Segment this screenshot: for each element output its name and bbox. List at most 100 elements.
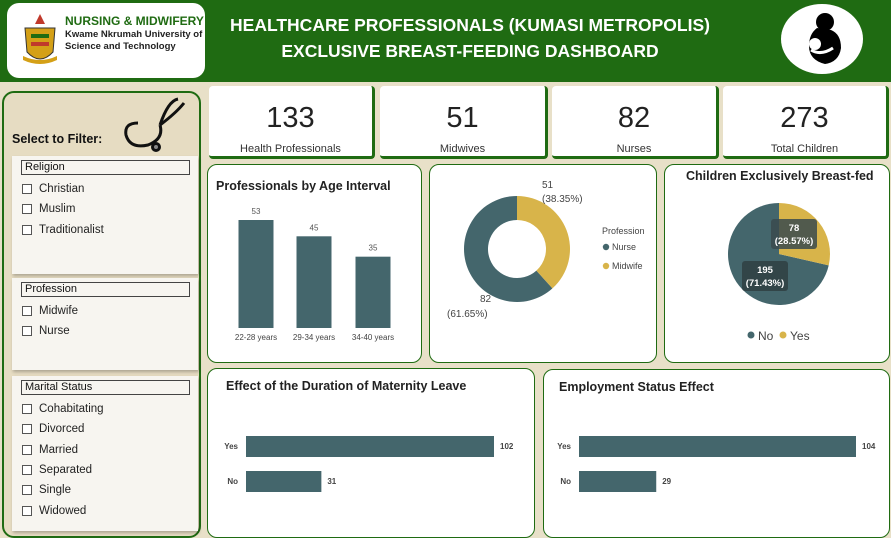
kpi-label: Midwives <box>439 143 486 155</box>
filter-option-married[interactable]: Married <box>12 440 198 460</box>
donut-label-percent: (38.35%) <box>542 194 583 205</box>
checkbox[interactable] <box>22 505 32 516</box>
option-label: Married <box>39 443 78 456</box>
age-category-label: 34-40 years <box>352 333 394 342</box>
logo-title: NURSING & MIDWIFERY <box>65 14 204 28</box>
filter-option-muslim[interactable]: Muslim <box>12 199 198 219</box>
filter-sidebar: Select to Filter: Religion Christian Mus… <box>2 91 201 538</box>
donut-legend-label: Nurse <box>612 242 636 252</box>
option-label: Nurse <box>39 325 70 338</box>
title-line-2: EXCLUSIVE BREAST-FEEDING DASHBOARD <box>281 41 659 61</box>
legend-marker <box>602 262 610 270</box>
stethoscope-icon <box>124 97 186 152</box>
age-bar-value-label: 35 <box>369 244 378 253</box>
logo-subtitle: Kwame Nkrumah University of Science and … <box>65 29 203 52</box>
donut-label-percent: (61.65%) <box>447 309 488 320</box>
age-bar <box>355 256 391 328</box>
checkbox[interactable] <box>22 465 32 476</box>
filter-option-midwife[interactable]: Midwife <box>12 301 198 321</box>
profession-filter: Profession Midwife Nurse <box>12 278 198 370</box>
checkbox[interactable] <box>22 306 32 317</box>
marital-status-filter: Marital Status Cohabitating Divorced Mar… <box>12 376 198 531</box>
option-label: Widowed <box>39 504 87 517</box>
checkbox[interactable] <box>22 404 32 415</box>
marital-filter-header: Marital Status <box>21 380 190 395</box>
filter-option-widowed[interactable]: Widowed <box>12 500 198 520</box>
age-interval-card: Professionals by Age Interval 53 22-28 ye… <box>207 164 422 363</box>
age-bar <box>296 236 332 328</box>
kpi-total-children: 273 Total Children <box>723 86 889 159</box>
kpi-midwives: 51 Midwives <box>380 86 548 159</box>
filter-option-separated[interactable]: Separated <box>12 460 198 480</box>
age-bar-value-label: 45 <box>310 223 319 232</box>
hbar <box>579 436 856 457</box>
legend-marker <box>779 331 787 339</box>
option-label: Cohabitating <box>39 403 104 416</box>
select-filter-label: Select to Filter: <box>12 132 103 146</box>
option-label: Midwife <box>39 305 78 318</box>
donut-label-value: 82 <box>480 294 492 305</box>
kpi-value: 133 <box>266 102 315 134</box>
option-label: Single <box>39 484 71 497</box>
filter-option-cohabitating[interactable]: Cohabitating <box>12 399 198 419</box>
filter-option-nurse[interactable]: Nurse <box>12 321 198 341</box>
option-label: Separated <box>39 464 93 477</box>
legend-marker <box>602 243 610 251</box>
filter-option-divorced[interactable]: Divorced <box>12 419 198 439</box>
age-bar-chart: 53 22-28 years 45 29-34 years 35 34-40 years <box>235 207 394 342</box>
checkbox[interactable] <box>22 485 32 496</box>
hbar-value-label: 104 <box>862 442 876 451</box>
maternity-bar-chart: Yes 102 No 31 <box>224 436 514 492</box>
maternity-leave-card: Effect of the Duration of Maternity Leav… <box>207 368 535 538</box>
religion-filter-header: Religion <box>21 160 190 175</box>
donut-legend-title: Profession <box>602 226 645 236</box>
religion-filter: Religion Christian Muslim Traditionalist <box>12 156 198 274</box>
profession-donut-chart: 51 (38.35%) 82 (61.65%) Profession Nurse Midwi… <box>447 180 645 320</box>
hbar <box>246 436 494 457</box>
hbar-category-label: Yes <box>557 442 571 451</box>
checkbox[interactable] <box>22 224 32 235</box>
breastfeeding-icon <box>809 13 841 64</box>
donut-label-value: 51 <box>542 180 554 191</box>
header-banner: NURSING & MIDWIFERY Kwame Nkrumah Univer… <box>0 0 891 82</box>
employment-bar-chart: Yes 104 No 29 <box>557 436 876 492</box>
donut-slice-midwife <box>517 196 570 289</box>
dashboard-title: HEALTHCARE PROFESSIONALS (KUMASI METROPO… <box>215 12 725 64</box>
hbar <box>579 471 657 492</box>
profession-donut-card: 51 (38.35%) 82 (61.65%) Profession Nurse Midwi… <box>429 164 657 363</box>
checkbox[interactable] <box>22 184 32 195</box>
hbar-value-label: 31 <box>327 477 336 486</box>
donut-legend-label: Midwife <box>612 261 643 271</box>
checkbox[interactable] <box>22 326 32 337</box>
kpi-label: Health Professionals <box>240 143 341 155</box>
option-label: Divorced <box>39 423 85 436</box>
filter-option-christian[interactable]: Christian <box>12 179 198 199</box>
checkbox[interactable] <box>22 444 32 455</box>
filter-option-traditionalist[interactable]: Traditionalist <box>12 220 198 240</box>
age-bar <box>238 220 274 328</box>
employment-status-card: Employment Status Effect Yes 104 No 29 <box>543 369 890 538</box>
breastfed-pie-chart: 78 (28.57%) 195 (71.43%) No Yes <box>728 203 830 343</box>
hbar-category-label: Yes <box>224 442 238 451</box>
pie-legend-label: Yes <box>790 329 810 343</box>
hbar <box>246 471 322 492</box>
kpi-value: 51 <box>446 102 479 134</box>
checkbox[interactable] <box>22 204 32 215</box>
kpi-label: Total Children <box>770 143 839 155</box>
pie-label-percent: (71.43%) <box>746 278 785 289</box>
option-label: Traditionalist <box>39 223 104 236</box>
option-label: Muslim <box>39 203 76 216</box>
title-line-1: HEALTHCARE PROFESSIONALS (KUMASI METROPO… <box>230 15 710 35</box>
hbar-category-label: No <box>560 477 571 486</box>
university-crest-icon <box>23 14 57 64</box>
filter-option-single[interactable]: Single <box>12 480 198 500</box>
kpi-label: Nurses <box>616 143 652 155</box>
employment-chart-title: Employment Status Effect <box>559 380 714 394</box>
hbar-value-label: 29 <box>662 477 671 486</box>
checkbox[interactable] <box>22 424 32 435</box>
kpi-health-professionals: 133 Health Professionals <box>209 86 375 159</box>
maternity-chart-title: Effect of the Duration of Maternity Leav… <box>226 379 467 393</box>
kpi-nurses: 82 Nurses <box>552 86 719 159</box>
age-bar-value-label: 53 <box>252 207 261 216</box>
kpi-value: 82 <box>617 102 651 134</box>
